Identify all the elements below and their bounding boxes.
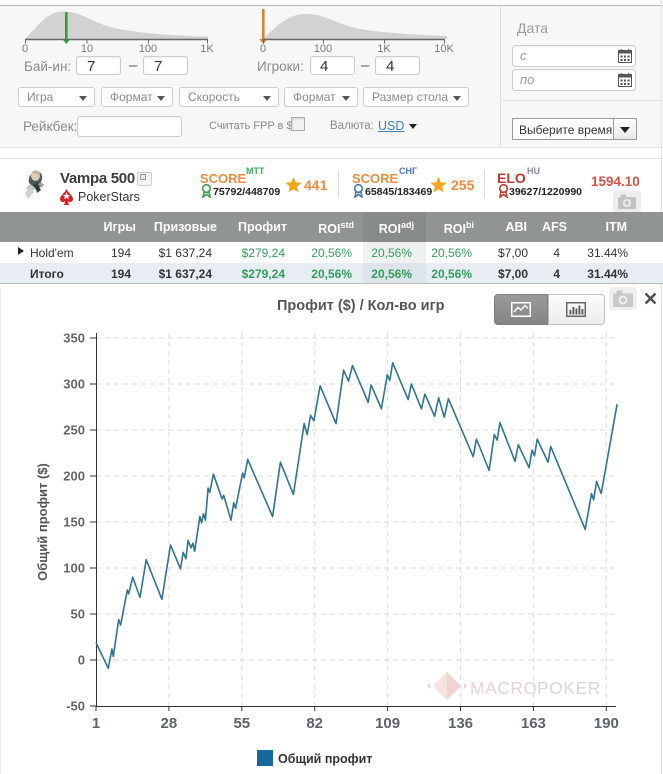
svg-text:50: 50 xyxy=(71,607,85,622)
svg-text:Общий профит: Общий профит xyxy=(278,752,372,766)
svg-text:109: 109 xyxy=(375,715,400,732)
svg-text:28: 28 xyxy=(161,715,178,732)
svg-text:POKER: POKER xyxy=(537,678,601,698)
svg-text:250: 250 xyxy=(63,423,85,438)
svg-text:200: 200 xyxy=(63,469,85,484)
svg-text:100: 100 xyxy=(63,561,85,576)
svg-text:300: 300 xyxy=(63,377,85,392)
svg-text:55: 55 xyxy=(233,715,250,732)
svg-text:136: 136 xyxy=(448,715,473,732)
svg-text:-50: -50 xyxy=(66,699,85,714)
svg-text:0: 0 xyxy=(78,653,85,668)
svg-text:1: 1 xyxy=(92,715,100,732)
svg-text:82: 82 xyxy=(306,715,323,732)
svg-text:150: 150 xyxy=(63,515,85,530)
svg-text:Общий профит ($): Общий профит ($) xyxy=(35,463,50,581)
svg-text:MACRO: MACRO xyxy=(470,678,538,698)
svg-text:163: 163 xyxy=(521,715,546,732)
svg-text:190: 190 xyxy=(594,715,619,732)
svg-text:350: 350 xyxy=(63,331,85,346)
